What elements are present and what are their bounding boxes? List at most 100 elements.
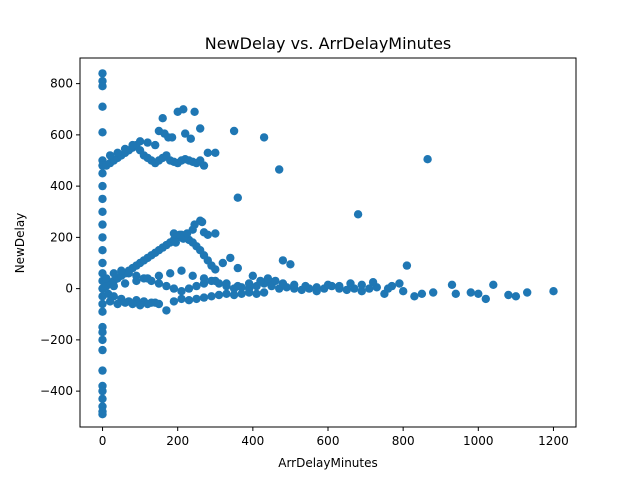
data-point: [466, 288, 475, 297]
data-point: [346, 279, 355, 288]
data-point: [186, 134, 195, 143]
data-point: [179, 105, 188, 114]
data-point: [197, 217, 207, 227]
data-point: [489, 280, 498, 289]
x-tick-label: 400: [241, 434, 264, 448]
points-layer: [98, 69, 558, 419]
data-point: [447, 280, 457, 289]
data-point: [98, 258, 107, 268]
x-tick-label: 1200: [538, 434, 569, 448]
data-point: [342, 285, 351, 295]
data-point: [417, 289, 427, 298]
data-point: [395, 279, 404, 288]
data-point: [109, 269, 119, 278]
data-point: [211, 148, 220, 157]
data-point: [124, 269, 133, 278]
y-tick-label: −200: [40, 333, 73, 347]
data-point: [105, 151, 115, 160]
plot-frame: [79, 57, 577, 428]
data-point: [190, 220, 199, 229]
data-point: [259, 133, 269, 142]
data-point: [151, 298, 160, 307]
data-point: [226, 253, 235, 263]
x-tick-label: 1000: [463, 434, 494, 448]
data-point: [167, 133, 177, 142]
data-point: [184, 296, 194, 305]
data-point: [429, 288, 438, 297]
data-point: [252, 289, 261, 298]
data-point: [365, 284, 374, 293]
x-tick-label: 600: [317, 434, 340, 448]
data-point: [158, 114, 167, 123]
data-point: [98, 335, 107, 345]
data-point: [474, 289, 483, 298]
data-point: [549, 287, 558, 296]
data-point: [169, 229, 179, 238]
data-point: [98, 102, 107, 111]
data-point: [98, 220, 107, 229]
y-tick-label: 0: [65, 282, 73, 296]
data-point: [188, 271, 197, 280]
data-point: [154, 271, 164, 280]
data-point: [222, 289, 231, 298]
data-point: [312, 283, 321, 292]
data-point: [177, 287, 186, 296]
data-point: [237, 289, 246, 298]
data-point: [98, 410, 107, 419]
data-point: [181, 129, 190, 138]
data-point: [278, 256, 288, 265]
data-point: [256, 276, 265, 286]
data-point: [203, 148, 212, 157]
data-point: [399, 287, 408, 296]
y-tick-label: 200: [50, 230, 73, 244]
y-tick-label: 400: [50, 179, 73, 193]
data-point: [301, 281, 310, 291]
data-point: [128, 140, 137, 150]
data-point: [244, 279, 254, 288]
data-point: [286, 260, 295, 269]
data-point: [271, 276, 280, 286]
data-point: [248, 271, 257, 280]
data-point: [203, 230, 212, 239]
data-point: [233, 281, 242, 291]
data-point: [207, 292, 216, 301]
data-point: [481, 294, 490, 304]
data-point: [192, 281, 201, 291]
data-point: [423, 155, 432, 164]
data-point: [511, 292, 521, 301]
data-point: [98, 233, 107, 242]
data-point: [222, 279, 231, 288]
x-tick-label: 200: [166, 434, 189, 448]
x-tick-label: 800: [392, 434, 415, 448]
data-point: [143, 299, 152, 309]
data-point: [98, 194, 107, 204]
data-point: [383, 284, 393, 293]
data-point: [98, 69, 107, 78]
data-point: [211, 265, 220, 274]
data-point: [177, 266, 186, 275]
data-point: [214, 290, 224, 300]
data-point: [290, 280, 299, 289]
data-point: [98, 394, 107, 403]
data-point: [169, 297, 179, 306]
data-point: [196, 124, 205, 133]
y-axis: −400 −200 0 200 400 600 800: [40, 77, 80, 398]
data-point: [98, 82, 107, 91]
data-point: [233, 193, 242, 202]
chart-title: NewDelay vs. ArrDelayMinutes: [205, 34, 452, 53]
data-point: [335, 281, 344, 291]
data-point: [162, 306, 171, 315]
data-point: [410, 292, 419, 301]
data-point: [98, 246, 107, 255]
data-point: [263, 274, 273, 283]
data-point: [357, 280, 366, 289]
data-point: [98, 366, 107, 375]
data-point: [259, 288, 269, 297]
data-point: [523, 288, 532, 297]
data-point: [229, 126, 239, 136]
data-point: [143, 138, 152, 147]
data-point: [120, 144, 130, 154]
y-tick-label: 600: [50, 128, 73, 142]
x-tick-label: 0: [99, 434, 107, 448]
data-point: [135, 137, 145, 146]
